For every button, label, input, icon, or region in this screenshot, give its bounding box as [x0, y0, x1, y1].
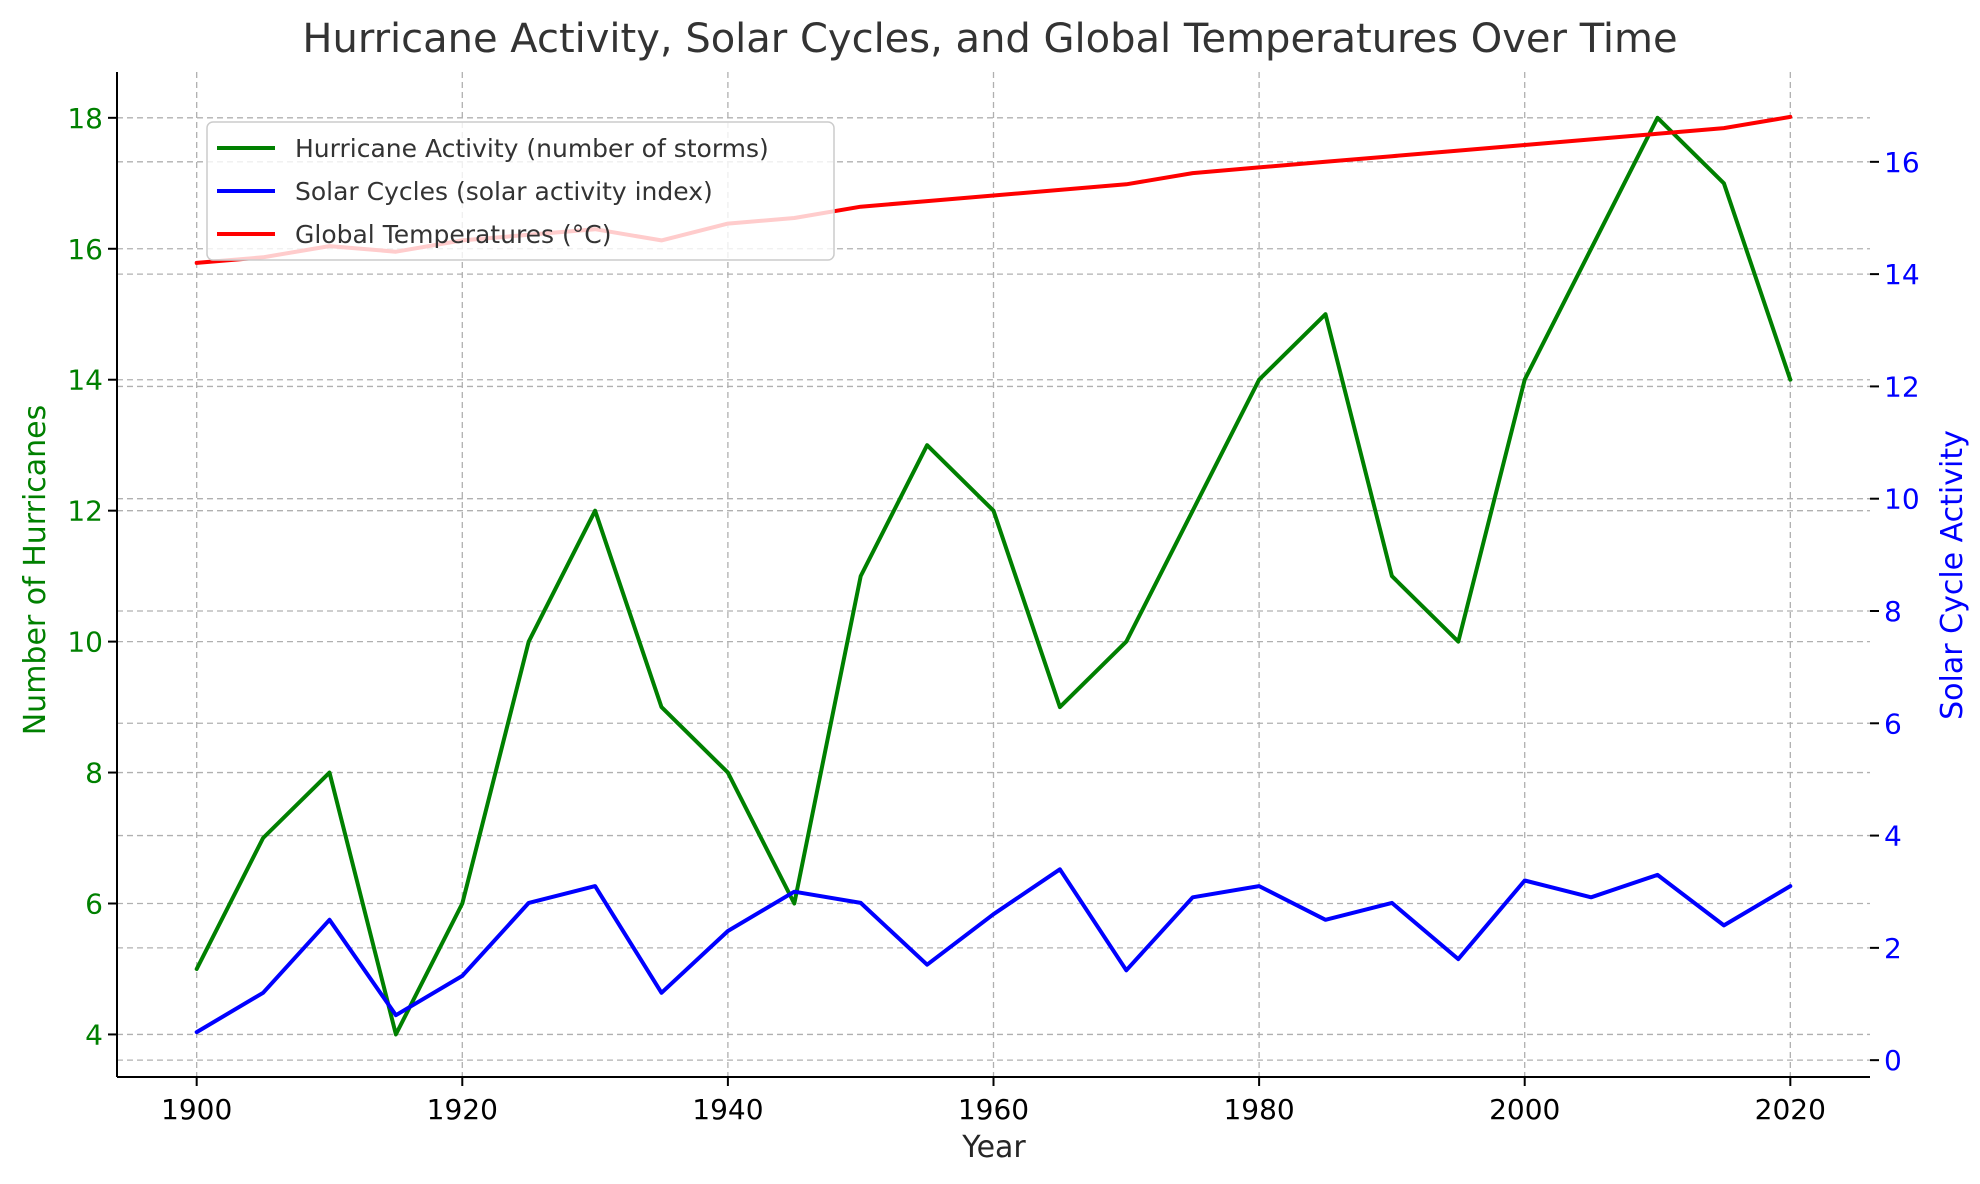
right-y-tick-label: 14	[1884, 258, 1920, 291]
x-tick-label: 2000	[1489, 1093, 1560, 1126]
left-y-tick-label: 16	[67, 233, 103, 266]
left-y-tick-label: 6	[85, 887, 103, 920]
chart-title: Hurricane Activity, Solar Cycles, and Gl…	[302, 16, 1677, 62]
x-tick-label: 1900	[161, 1093, 232, 1126]
x-tick-label: 2020	[1755, 1093, 1826, 1126]
left-y-tick-label: 10	[67, 626, 103, 659]
right-y-tick-label: 10	[1884, 483, 1920, 516]
right-y-tick-label: 8	[1884, 595, 1902, 628]
right-y-tick-label: 4	[1884, 820, 1902, 853]
left-y-tick-label: 18	[67, 102, 103, 135]
right-y-tick-label: 12	[1884, 370, 1920, 403]
x-axis-label: Year	[961, 1130, 1026, 1165]
hurricane-activity-line	[194, 115, 1793, 1037]
legend-label: Solar Cycles (solar activity index)	[295, 177, 713, 206]
legend-box	[206, 121, 835, 261]
right-y-tick-label: 2	[1884, 932, 1902, 965]
x-tick-label: 1940	[692, 1093, 763, 1126]
right-y-tick-label: 6	[1884, 707, 1902, 740]
right-y-tick-label: 16	[1884, 146, 1920, 179]
right-y-axis-label: Solar Cycle Activity	[1935, 430, 1970, 720]
x-tick-label: 1980	[1223, 1093, 1294, 1126]
grid-lines	[117, 72, 1870, 1077]
axes: 1900 1920 1940 1960 1980 2000 2020 4 6 8 10 12 14 16 1…	[67, 72, 1920, 1126]
legend: Hurricane Activity (number of storms) Sol…	[206, 121, 835, 261]
left-y-axis-label: Number of Hurricanes	[18, 405, 53, 736]
right-y-tick-label: 0	[1884, 1044, 1902, 1077]
legend-label: Global Temperatures (°C)	[295, 220, 612, 249]
left-y-tick-label: 14	[67, 364, 103, 397]
x-tick-label: 1920	[427, 1093, 498, 1126]
left-y-tick-label: 8	[85, 757, 103, 790]
x-tick-label: 1960	[958, 1093, 1029, 1126]
solar-cycles-line	[194, 867, 1793, 1035]
left-y-tick-label: 12	[67, 495, 103, 528]
legend-label: Hurricane Activity (number of storms)	[295, 134, 769, 163]
left-y-tick-label: 4	[85, 1018, 103, 1051]
